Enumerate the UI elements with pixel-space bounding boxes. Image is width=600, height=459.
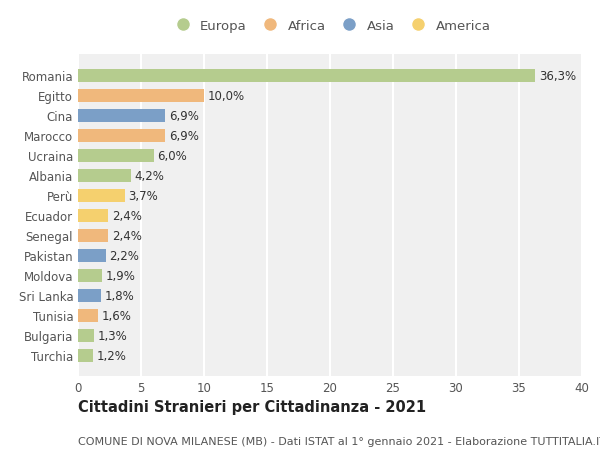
Bar — [78, 70, 535, 83]
Text: 6,0%: 6,0% — [157, 150, 187, 162]
Text: 4,2%: 4,2% — [134, 169, 164, 182]
Text: 1,6%: 1,6% — [102, 309, 132, 322]
Legend: Europa, Africa, Asia, America: Europa, Africa, Asia, America — [170, 20, 490, 33]
Bar — [78, 169, 131, 182]
Bar — [78, 110, 165, 123]
Text: COMUNE DI NOVA MILANESE (MB) - Dati ISTAT al 1° gennaio 2021 - Elaborazione TUTT: COMUNE DI NOVA MILANESE (MB) - Dati ISTA… — [78, 436, 600, 446]
Text: 1,3%: 1,3% — [98, 329, 128, 342]
Bar — [78, 209, 108, 222]
Bar — [78, 150, 154, 162]
Bar — [78, 249, 106, 262]
Bar — [78, 349, 93, 362]
Text: 6,9%: 6,9% — [169, 129, 199, 142]
Bar — [78, 229, 108, 242]
Text: 2,4%: 2,4% — [112, 229, 142, 242]
Bar — [78, 289, 101, 302]
Text: 2,4%: 2,4% — [112, 209, 142, 222]
Text: 1,9%: 1,9% — [106, 269, 136, 282]
Bar — [78, 329, 94, 342]
Text: 36,3%: 36,3% — [539, 70, 576, 83]
Text: 1,8%: 1,8% — [104, 289, 134, 302]
Text: 6,9%: 6,9% — [169, 110, 199, 123]
Bar — [78, 90, 204, 102]
Text: 2,2%: 2,2% — [110, 249, 139, 262]
Text: Cittadini Stranieri per Cittadinanza - 2021: Cittadini Stranieri per Cittadinanza - 2… — [78, 399, 426, 414]
Bar — [78, 189, 125, 202]
Text: 10,0%: 10,0% — [208, 90, 245, 103]
Text: 1,2%: 1,2% — [97, 349, 127, 362]
Bar — [78, 269, 102, 282]
Text: 3,7%: 3,7% — [128, 189, 158, 202]
Bar — [78, 129, 165, 142]
Bar — [78, 309, 98, 322]
